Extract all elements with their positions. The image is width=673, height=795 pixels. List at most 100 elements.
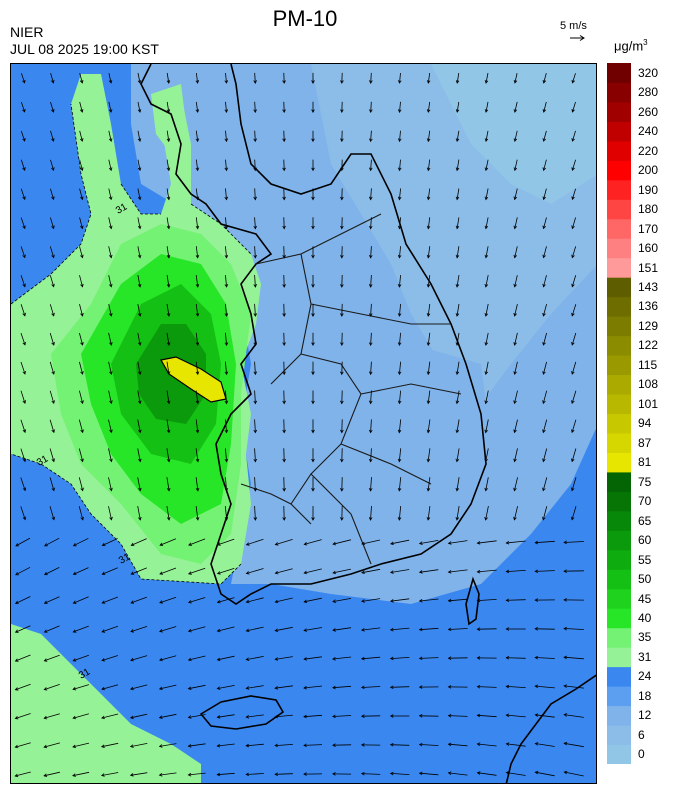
wind-arrow-icon [79, 275, 83, 287]
wind-arrowhead-icon [340, 342, 344, 347]
wind-arrow-icon [130, 655, 148, 661]
wind-arrowhead-icon [129, 686, 134, 691]
wind-arrowhead-icon [109, 400, 113, 405]
wind-arrowhead-icon [542, 196, 546, 201]
wind-arrowhead-icon [137, 196, 142, 201]
wind-arrowhead-icon [563, 655, 568, 660]
wind-arrowhead-icon [484, 487, 488, 492]
legend-tick-label: 87 [638, 435, 652, 450]
wind-arrow-icon [514, 477, 518, 491]
wind-arrow-icon [108, 188, 112, 200]
wind-arrow-icon [485, 332, 489, 346]
wind-arrow-icon [304, 539, 322, 545]
wind-arrowhead-icon [274, 772, 278, 776]
wind-arrowhead-icon [109, 371, 113, 376]
wind-arrowhead-icon [109, 312, 113, 317]
legend-swatch [607, 647, 631, 668]
wind-arrowhead-icon [51, 371, 55, 375]
wind-arrowhead-icon [369, 138, 373, 143]
wind-arrow-icon [108, 419, 112, 433]
wind-arrowhead-icon [109, 283, 113, 288]
wind-arrow-icon [571, 477, 577, 491]
wind-arrowhead-icon [426, 254, 431, 259]
wind-arrow-icon [390, 773, 410, 775]
wind-arrow-icon [514, 130, 518, 142]
wind-arrow-icon [166, 217, 170, 229]
wind-arrow-icon [159, 567, 177, 575]
wind-arrowhead-icon [166, 400, 171, 405]
wind-arrowhead-icon [303, 714, 307, 719]
wind-arrowhead-icon [563, 741, 568, 746]
wind-arrow-icon [477, 599, 497, 601]
contour-labels: 31 31 31 31 [35, 201, 133, 681]
wind-arrow-icon [514, 73, 518, 83]
wind-arrowhead-icon [51, 487, 55, 492]
wind-arrowhead-icon [282, 284, 286, 288]
wind-arrow-icon [79, 246, 83, 258]
wind-arrow-icon [49, 477, 55, 491]
wind-arrowhead-icon [245, 772, 250, 777]
wind-arrowhead-icon [22, 254, 26, 259]
wind-arrow-icon [246, 568, 264, 574]
wind-arrowhead-icon [513, 196, 517, 201]
wind-arrowhead-icon [332, 685, 336, 690]
wind-arrowhead-icon [79, 79, 84, 84]
wind-arrowhead-icon [80, 283, 84, 288]
wind-arrowhead-icon [542, 371, 546, 375]
wind-arrowhead-icon [513, 167, 518, 172]
wind-arrow-icon [543, 130, 547, 142]
wind-arrow-icon [108, 246, 112, 258]
wind-arrowhead-icon [513, 283, 517, 288]
wind-arrowhead-icon [484, 254, 489, 259]
wind-arrow-icon [166, 101, 170, 113]
wind-arrow-icon [254, 505, 256, 521]
wind-arrow-icon [73, 537, 89, 547]
wind-arrow-icon [195, 390, 199, 404]
wind-arrow-icon [79, 159, 83, 171]
wind-arrowhead-icon [340, 138, 344, 143]
wind-arrowhead-icon [253, 371, 258, 376]
wind-arrowhead-icon [332, 628, 336, 632]
wind-arrowhead-icon [282, 138, 286, 143]
wind-arrowhead-icon [505, 684, 510, 689]
wind-arrowhead-icon [195, 516, 200, 521]
wind-arrow-icon [254, 419, 256, 433]
wind-arrow-icon [79, 130, 83, 142]
wind-arrowhead-icon [418, 714, 423, 718]
wind-arrowhead-icon [505, 598, 510, 603]
mid-low-region-south [331, 344, 491, 514]
legend-tick-label: 94 [638, 416, 652, 431]
wind-arrow-icon [456, 303, 460, 317]
wind-arrow-icon [137, 448, 141, 462]
wind-arrow-icon [399, 303, 401, 317]
wind-arrow-icon [370, 274, 372, 288]
wind-arrowhead-icon [340, 109, 344, 114]
wind-arrowhead-icon [22, 108, 26, 113]
wind-arrow-icon [131, 538, 147, 546]
wind-arrow-icon [15, 625, 31, 633]
wind-arrowhead-icon [166, 138, 171, 143]
wind-arrowhead-icon [166, 371, 171, 376]
wind-arrowhead-icon [187, 715, 192, 719]
wind-arrow-icon [108, 448, 112, 462]
wind-arrowhead-icon [389, 627, 394, 632]
wind-arrow-icon [137, 332, 141, 346]
wind-arrowhead-icon [534, 770, 539, 775]
wind-arrowhead-icon [137, 109, 142, 113]
wind-arrowhead-icon [129, 715, 134, 720]
wind-arrow-icon [195, 332, 199, 346]
wind-arrowhead-icon [368, 313, 373, 317]
wind-arrowhead-icon [224, 254, 229, 259]
wind-arrow-icon [542, 390, 548, 404]
wind-arrow-icon [137, 159, 141, 171]
wind-arrow-icon [159, 655, 177, 661]
wind-arrowhead-icon [361, 599, 365, 603]
wind-arrowhead-icon [397, 487, 402, 492]
wind-arrow-icon [275, 685, 293, 689]
wind-arrowhead-icon [389, 656, 394, 661]
wind-arrow-icon [542, 477, 548, 491]
wind-arrowhead-icon [282, 488, 286, 492]
wind-arrow-icon [514, 304, 518, 316]
wind-arrow-icon [49, 419, 55, 433]
wind-arrowhead-icon [455, 196, 460, 201]
